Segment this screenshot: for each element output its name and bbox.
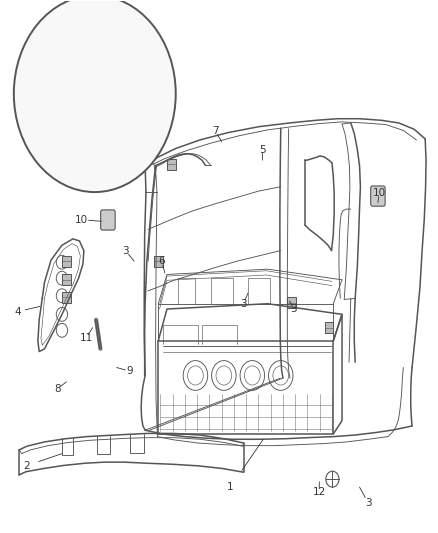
Text: 3: 3 bbox=[290, 304, 297, 314]
FancyBboxPatch shape bbox=[153, 256, 162, 266]
Text: 10: 10 bbox=[75, 215, 88, 225]
Text: 3: 3 bbox=[364, 498, 371, 508]
FancyBboxPatch shape bbox=[62, 274, 71, 285]
Text: 9: 9 bbox=[126, 366, 133, 376]
FancyBboxPatch shape bbox=[100, 210, 115, 230]
Text: 12: 12 bbox=[312, 488, 325, 497]
Text: 7: 7 bbox=[211, 126, 218, 136]
Text: 2: 2 bbox=[23, 461, 29, 471]
FancyBboxPatch shape bbox=[62, 256, 71, 266]
FancyBboxPatch shape bbox=[324, 322, 332, 333]
Text: 6: 6 bbox=[158, 256, 165, 266]
Text: 4: 4 bbox=[14, 306, 21, 317]
FancyBboxPatch shape bbox=[62, 292, 71, 303]
Text: 11: 11 bbox=[79, 333, 92, 343]
Circle shape bbox=[14, 0, 175, 192]
Text: 5: 5 bbox=[258, 144, 265, 155]
Text: 3: 3 bbox=[240, 298, 246, 309]
FancyBboxPatch shape bbox=[166, 159, 175, 169]
FancyBboxPatch shape bbox=[287, 297, 295, 308]
Text: 3: 3 bbox=[122, 246, 128, 255]
Text: 10: 10 bbox=[372, 188, 385, 198]
Text: 8: 8 bbox=[54, 384, 61, 394]
FancyBboxPatch shape bbox=[370, 186, 384, 206]
Text: 1: 1 bbox=[226, 482, 233, 492]
